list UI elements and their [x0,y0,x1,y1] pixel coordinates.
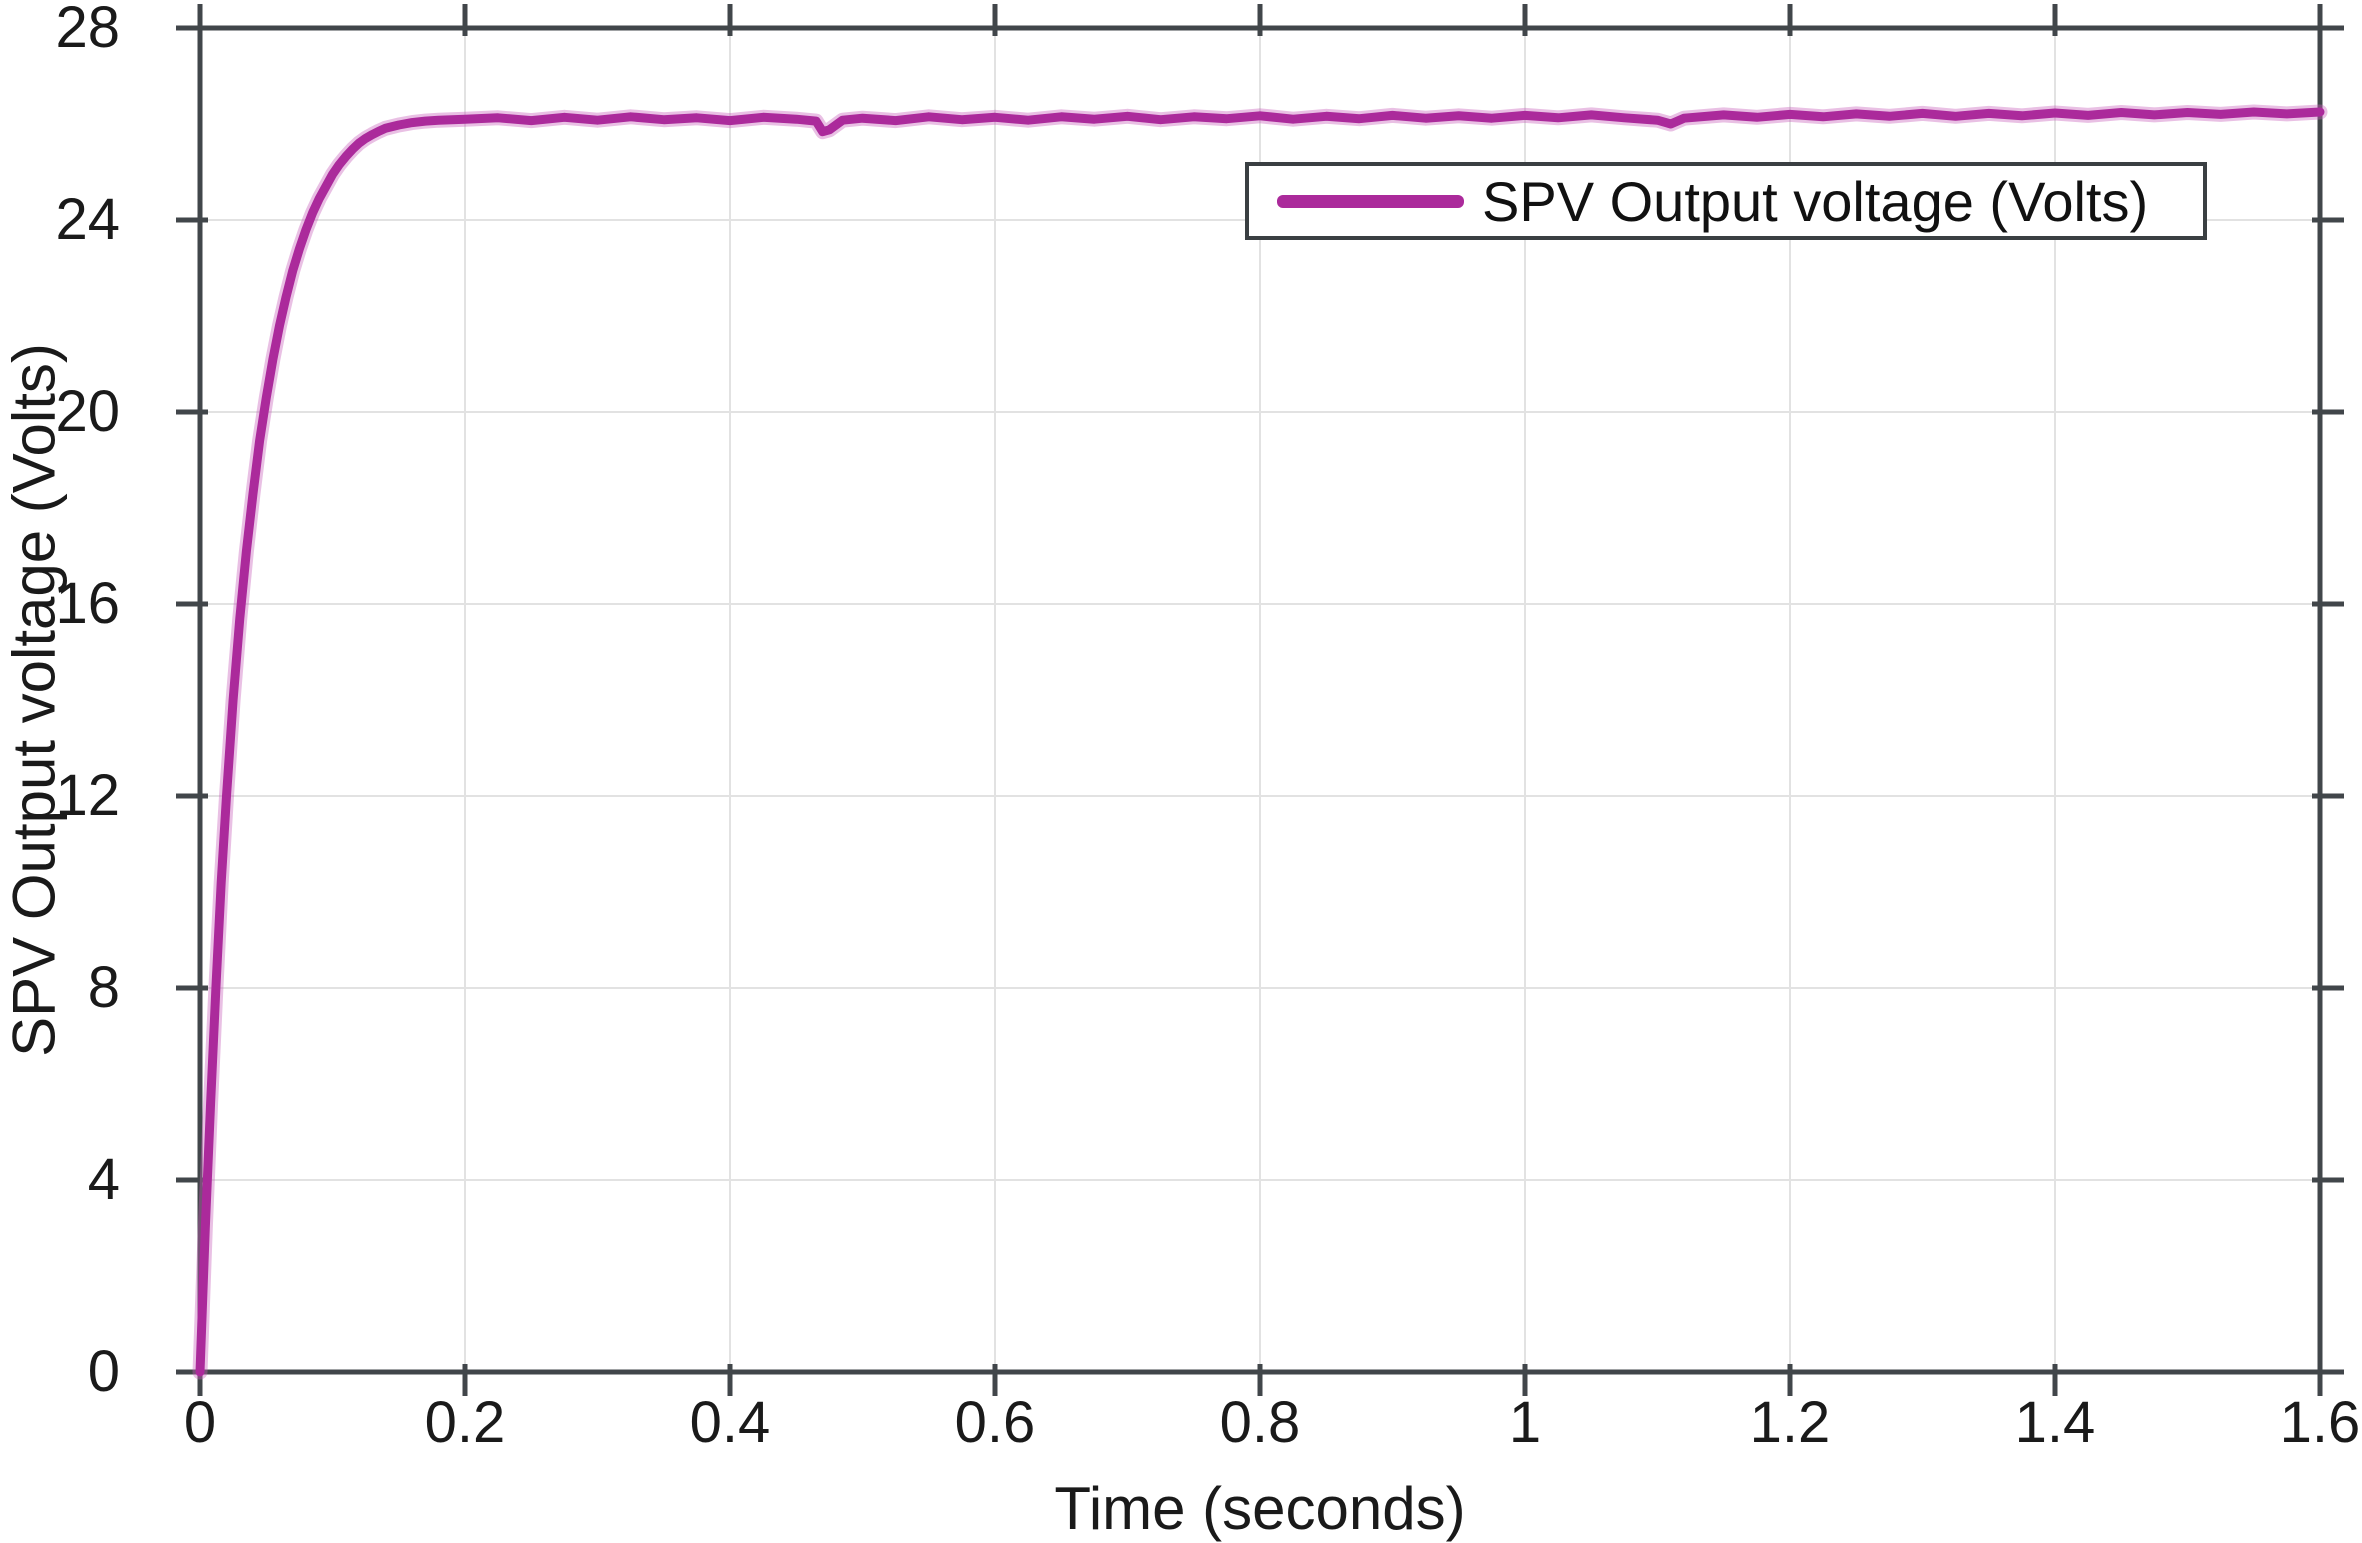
legend-line-sample [1277,194,1464,208]
x-tick-label: 0.4 [689,1390,771,1455]
x-axis-label: Time (seconds) [1054,1475,1466,1542]
x-tick-label: 1.4 [2014,1390,2096,1455]
series-line [195,107,2325,1377]
y-tick-label: 24 [55,187,120,252]
y-tick-label: 8 [87,955,120,1020]
x-tick-label: 1.2 [1749,1390,1831,1455]
x-tick-label: 1 [1508,1390,1542,1455]
y-tick-label: 0 [87,1339,120,1404]
y-tick-label: 16 [55,571,120,636]
legend: SPV Output voltage (Volts) [1245,162,2207,240]
x-tick-label: 1.6 [2279,1390,2361,1455]
y-tick-label: 12 [55,763,120,828]
y-axis-label: SPV Output voltage (Volts) [0,343,68,1057]
legend-entry-label: SPV Output voltage (Volts) [1482,169,2149,233]
x-tick-label: 0.6 [954,1390,1036,1455]
y-tick-label: 28 [55,0,120,60]
y-tick-label: 4 [87,1147,120,1212]
x-tick-label: 0 [183,1390,217,1455]
x-tick-label: 0.8 [1219,1390,1301,1455]
x-tick-label: 0.2 [424,1390,506,1455]
y-tick-label: 20 [55,379,120,444]
